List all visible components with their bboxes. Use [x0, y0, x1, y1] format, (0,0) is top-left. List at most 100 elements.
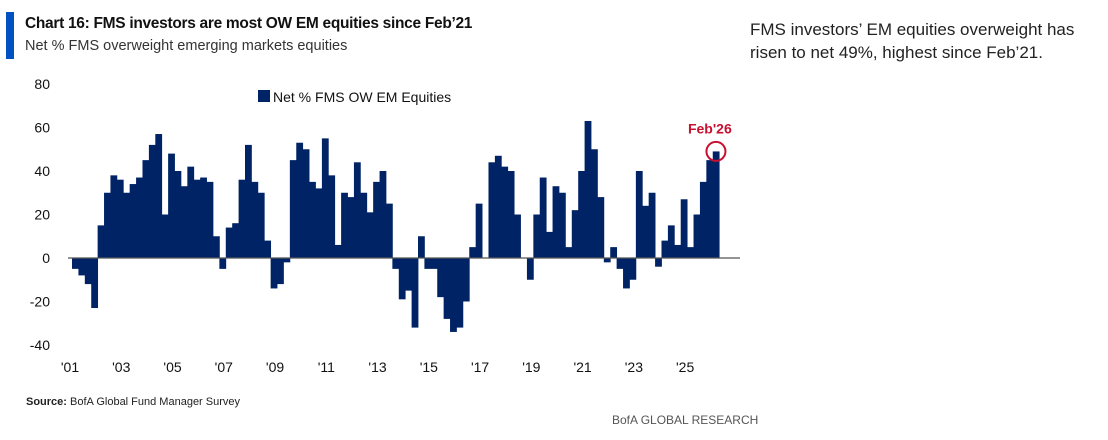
bar — [321, 138, 329, 258]
bar — [219, 258, 227, 269]
chart-title: Chart 16: FMS investors are most OW EM e… — [25, 15, 473, 32]
bar — [161, 214, 169, 258]
bar — [232, 223, 239, 258]
x-tick-label: '21 — [573, 359, 591, 375]
x-tick-label: '25 — [676, 359, 694, 375]
bar — [283, 258, 291, 263]
bar — [72, 258, 79, 269]
bar — [302, 149, 310, 258]
bar — [514, 214, 521, 258]
annotation-circle — [705, 140, 727, 162]
bar — [680, 199, 688, 258]
bar — [526, 258, 534, 280]
bar — [110, 175, 118, 258]
source-label: Source: — [26, 396, 67, 408]
bar — [398, 258, 406, 300]
bar — [667, 225, 675, 258]
title-accent-bar — [6, 12, 14, 59]
bar — [347, 197, 355, 258]
bar — [270, 258, 278, 289]
bar — [315, 188, 323, 258]
bar — [430, 258, 438, 269]
bar — [104, 192, 111, 258]
x-tick-label: '03 — [112, 359, 130, 375]
bar — [591, 149, 598, 258]
bar — [565, 247, 573, 258]
bar — [334, 244, 342, 258]
bar — [584, 120, 592, 258]
x-tick-label: '17 — [471, 359, 489, 375]
y-tick-label: 40 — [34, 163, 50, 179]
bar — [706, 160, 714, 258]
bar — [501, 166, 509, 258]
bar — [353, 162, 361, 258]
x-axis-ticks: '01 '03 '05 '07 '09 '11 '13 '15 '17 '19 '21 '23 '25 — [61, 359, 695, 375]
side-note: FMS investors’ EM equities overweight ha… — [750, 20, 1075, 62]
x-tick-label: '01 — [61, 359, 79, 375]
bar — [424, 258, 432, 269]
bar — [533, 214, 541, 258]
bar — [629, 258, 637, 280]
bar — [277, 258, 284, 285]
y-tick-label: -40 — [30, 337, 50, 353]
bar — [674, 244, 682, 258]
bar — [699, 181, 707, 258]
y-tick-label: -20 — [30, 294, 50, 310]
bar — [289, 160, 297, 258]
bar — [661, 240, 669, 258]
bar — [642, 205, 650, 258]
bar — [366, 212, 374, 258]
x-tick-label: '09 — [266, 359, 284, 375]
bar — [155, 134, 163, 258]
bar — [462, 258, 470, 302]
bar — [168, 153, 175, 258]
bar — [180, 186, 188, 258]
bar — [443, 258, 451, 319]
bar — [418, 236, 425, 258]
bar — [84, 258, 92, 285]
bar — [552, 186, 560, 258]
bar — [238, 179, 246, 258]
x-tick-label: '23 — [625, 359, 643, 375]
y-tick-label: 80 — [34, 76, 50, 92]
bar — [693, 214, 701, 258]
bar — [603, 258, 611, 263]
bar — [129, 184, 137, 258]
bar — [379, 171, 387, 258]
bar — [456, 258, 464, 328]
bar — [309, 181, 316, 258]
bar — [623, 258, 630, 289]
bar — [136, 177, 143, 258]
y-tick-label: 60 — [34, 120, 50, 136]
bar — [392, 258, 400, 269]
bar — [206, 181, 214, 258]
bar — [193, 179, 201, 258]
bar — [712, 151, 720, 258]
x-tick-label: '19 — [522, 359, 540, 375]
bar — [578, 171, 585, 258]
bar — [245, 144, 252, 258]
x-tick-label: '15 — [420, 359, 438, 375]
bar — [648, 192, 656, 258]
bar — [257, 192, 265, 258]
x-tick-label: '13 — [368, 359, 386, 375]
bar — [558, 192, 566, 258]
bar — [373, 181, 380, 258]
bar — [148, 144, 156, 258]
bar — [450, 258, 457, 332]
chart-subtitle: Net % FMS overweight emerging markets eq… — [25, 38, 348, 54]
bar — [142, 160, 150, 258]
bar — [488, 162, 496, 258]
bar — [123, 192, 131, 258]
x-tick-label: '11 — [318, 359, 335, 375]
bar — [328, 175, 336, 258]
bar — [597, 197, 605, 258]
bar — [475, 203, 483, 258]
bar — [546, 231, 553, 258]
annotation-label: Feb'26 — [688, 120, 732, 136]
bar — [411, 258, 419, 328]
bar — [655, 258, 662, 267]
bar — [360, 192, 368, 258]
y-axis-ticks: 80 60 40 20 0 -20 -40 — [30, 76, 50, 353]
